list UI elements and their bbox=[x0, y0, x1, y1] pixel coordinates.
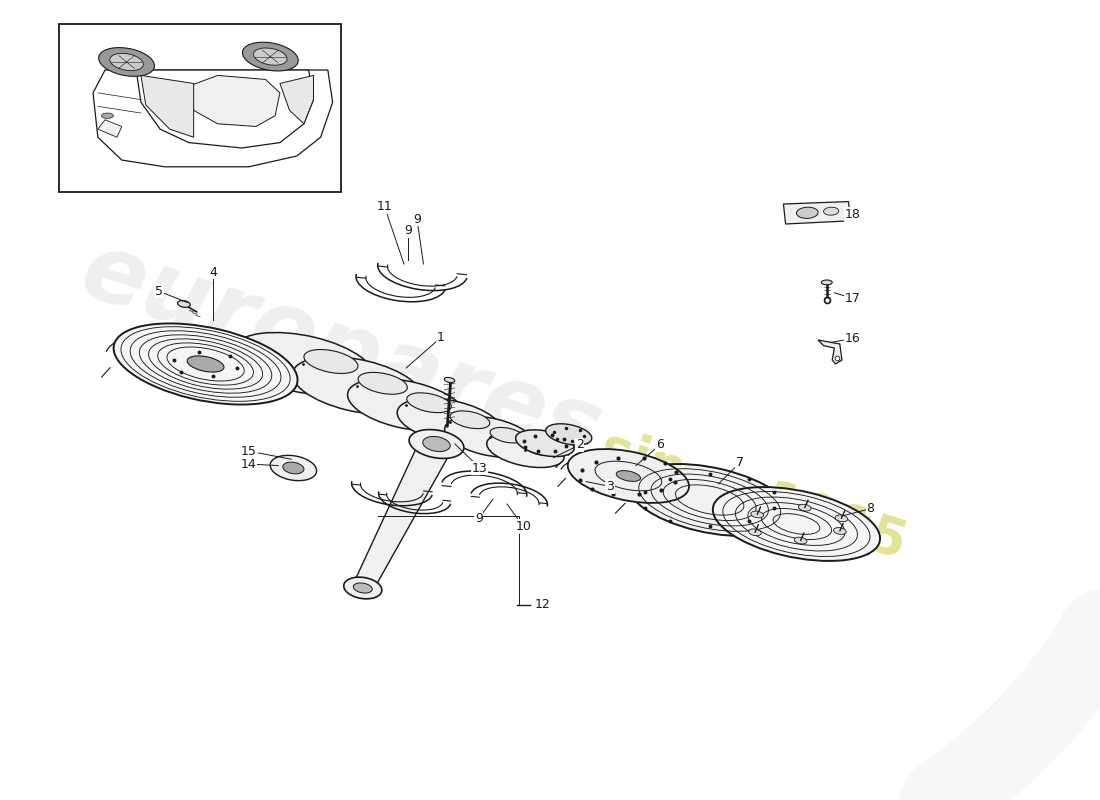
Ellipse shape bbox=[407, 393, 451, 413]
Text: 4: 4 bbox=[209, 266, 217, 278]
Ellipse shape bbox=[444, 416, 535, 458]
Ellipse shape bbox=[409, 430, 464, 458]
Text: 6: 6 bbox=[656, 438, 663, 451]
Ellipse shape bbox=[232, 333, 374, 395]
Ellipse shape bbox=[822, 280, 833, 285]
Text: 5: 5 bbox=[155, 285, 163, 298]
Ellipse shape bbox=[113, 323, 298, 405]
Ellipse shape bbox=[283, 462, 304, 474]
Polygon shape bbox=[818, 340, 842, 364]
Polygon shape bbox=[94, 70, 332, 167]
Text: 8: 8 bbox=[866, 502, 874, 515]
Text: 9: 9 bbox=[412, 213, 421, 226]
Ellipse shape bbox=[824, 207, 838, 215]
Ellipse shape bbox=[486, 434, 564, 467]
Text: 9: 9 bbox=[405, 224, 412, 237]
Ellipse shape bbox=[304, 350, 358, 374]
Ellipse shape bbox=[628, 464, 791, 536]
Text: 15: 15 bbox=[241, 445, 257, 458]
Ellipse shape bbox=[397, 398, 502, 445]
Ellipse shape bbox=[491, 427, 525, 443]
Polygon shape bbox=[279, 75, 313, 124]
Ellipse shape bbox=[343, 577, 382, 599]
Ellipse shape bbox=[271, 455, 317, 481]
Text: 17: 17 bbox=[845, 292, 861, 305]
Text: 12: 12 bbox=[535, 598, 551, 611]
Ellipse shape bbox=[751, 511, 763, 518]
Text: 7: 7 bbox=[736, 456, 744, 469]
Ellipse shape bbox=[568, 449, 689, 503]
Polygon shape bbox=[136, 70, 314, 148]
Text: 13: 13 bbox=[472, 462, 487, 474]
Text: 1: 1 bbox=[437, 331, 444, 344]
Polygon shape bbox=[353, 439, 453, 591]
Ellipse shape bbox=[516, 430, 574, 457]
Text: 11: 11 bbox=[376, 200, 393, 213]
Text: 2: 2 bbox=[575, 438, 583, 451]
Text: europares: europares bbox=[69, 225, 613, 479]
Ellipse shape bbox=[444, 378, 454, 382]
Text: since 1985: since 1985 bbox=[593, 422, 913, 570]
Ellipse shape bbox=[242, 42, 298, 71]
Ellipse shape bbox=[794, 537, 807, 544]
Ellipse shape bbox=[110, 54, 143, 70]
Bar bbox=[59, 24, 341, 192]
Ellipse shape bbox=[799, 504, 811, 511]
Polygon shape bbox=[783, 202, 850, 224]
Ellipse shape bbox=[616, 470, 640, 482]
Ellipse shape bbox=[796, 207, 818, 218]
Ellipse shape bbox=[187, 356, 224, 372]
Ellipse shape bbox=[834, 528, 846, 534]
Ellipse shape bbox=[293, 357, 422, 414]
Text: 16: 16 bbox=[845, 332, 860, 345]
Ellipse shape bbox=[749, 529, 761, 536]
Ellipse shape bbox=[254, 48, 287, 66]
Ellipse shape bbox=[526, 442, 556, 455]
Ellipse shape bbox=[353, 583, 372, 593]
Text: 3: 3 bbox=[606, 480, 614, 493]
Polygon shape bbox=[141, 75, 194, 138]
Ellipse shape bbox=[713, 487, 880, 561]
Ellipse shape bbox=[359, 372, 407, 394]
Polygon shape bbox=[189, 75, 279, 126]
Ellipse shape bbox=[422, 437, 450, 451]
Ellipse shape bbox=[99, 48, 154, 76]
Ellipse shape bbox=[450, 411, 490, 429]
Text: 10: 10 bbox=[515, 520, 531, 533]
Ellipse shape bbox=[177, 301, 190, 307]
Ellipse shape bbox=[546, 424, 592, 445]
Text: 9: 9 bbox=[475, 512, 483, 525]
Ellipse shape bbox=[101, 113, 113, 118]
Polygon shape bbox=[98, 120, 122, 138]
Text: 14: 14 bbox=[241, 458, 256, 470]
Text: 18: 18 bbox=[845, 208, 861, 221]
Ellipse shape bbox=[348, 378, 464, 431]
Ellipse shape bbox=[835, 515, 848, 522]
